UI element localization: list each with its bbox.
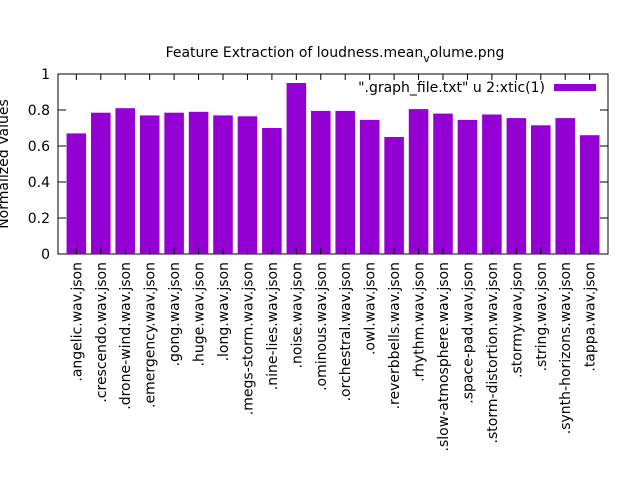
y-axis-ticks: 0 0.2 0.4 0.6 0.8 1 — [28, 67, 608, 263]
y-tick-label: 0.6 — [28, 139, 50, 155]
y-tick-label: 0.2 — [28, 211, 50, 227]
plot-area — [57, 73, 609, 255]
x-tick-label: .nine-lies.wav.json — [265, 262, 281, 390]
x-tick-label: .drone-wind.wav.json — [118, 262, 134, 410]
x-tick-label: .crescendo.wav.json — [94, 262, 110, 403]
title-main: Feature Extraction of loudness.mean — [166, 45, 424, 61]
legend-swatch — [554, 84, 596, 91]
bar — [91, 112, 111, 254]
x-tick-label: .megs-storm.wav.json — [240, 262, 256, 415]
bar — [188, 111, 209, 254]
bar — [433, 113, 453, 254]
bar — [335, 110, 355, 255]
plot-border — [57, 73, 609, 255]
x-tick-label: .stormy.wav.json — [509, 262, 525, 378]
chart-title: Feature Extraction of loudness.meanvolum… — [166, 45, 505, 65]
x-tick-label: .slow-atmosphere.wav.json — [436, 262, 452, 451]
x-axis-ticks: .angelic.wav.json .crescendo.wav.json .dro… — [69, 74, 599, 451]
title-subscript: v — [423, 52, 430, 65]
bar — [579, 135, 600, 254]
bar — [66, 133, 87, 254]
x-tick-label: .angelic.wav.json — [69, 262, 85, 382]
bar — [213, 115, 233, 255]
x-tick-label: .ominous.wav.json — [314, 262, 330, 391]
legend: ".graph_file.txt" u 2:xtic(1) — [358, 80, 596, 96]
x-tick-label: .noise.wav.json — [289, 262, 305, 368]
x-tick-label: .synth-horizons.wav.json — [558, 262, 574, 434]
bars — [66, 83, 600, 255]
bar — [555, 118, 575, 254]
title-tail: olume.png — [430, 45, 505, 61]
bar — [164, 112, 184, 254]
x-tick-label: .owl.wav.json — [363, 262, 379, 355]
bar — [139, 115, 160, 255]
bar — [237, 116, 258, 254]
bar — [408, 109, 429, 254]
bar — [384, 137, 404, 254]
y-tick-label: 0.4 — [28, 175, 50, 191]
y-tick-label: 1 — [41, 67, 50, 83]
x-tick-label: .gong.wav.json — [167, 262, 183, 366]
x-tick-label: .string.wav.json — [534, 262, 550, 371]
bar — [262, 128, 282, 254]
y-tick-label: 0 — [41, 247, 50, 263]
x-tick-label: .tappa.wav.json — [583, 262, 599, 372]
bar — [531, 125, 551, 254]
x-tick-label: .rhythm.wav.json — [412, 262, 428, 382]
bar — [115, 108, 135, 254]
x-tick-label: .space-pad.wav.json — [460, 262, 476, 404]
legend-label: ".graph_file.txt" u 2:xtic(1) — [358, 80, 545, 96]
x-tick-label: .reverbbells.wav.json — [387, 262, 403, 409]
bar — [286, 83, 307, 254]
y-tick-label: 0.8 — [28, 103, 50, 119]
bar — [457, 119, 478, 255]
x-tick-label: .long.wav.json — [216, 262, 232, 361]
x-tick-label: .storm-distortion.wav.json — [485, 262, 501, 443]
bar — [311, 110, 331, 255]
bar — [482, 114, 502, 254]
bar — [506, 118, 527, 254]
bar — [359, 119, 380, 255]
x-tick-label: .emergency.wav.json — [143, 262, 159, 408]
y-axis-label: Normalized Values — [0, 99, 12, 229]
x-tick-label: .orchestral.wav.json — [338, 262, 354, 401]
x-tick-label: .huge.wav.json — [192, 262, 208, 366]
